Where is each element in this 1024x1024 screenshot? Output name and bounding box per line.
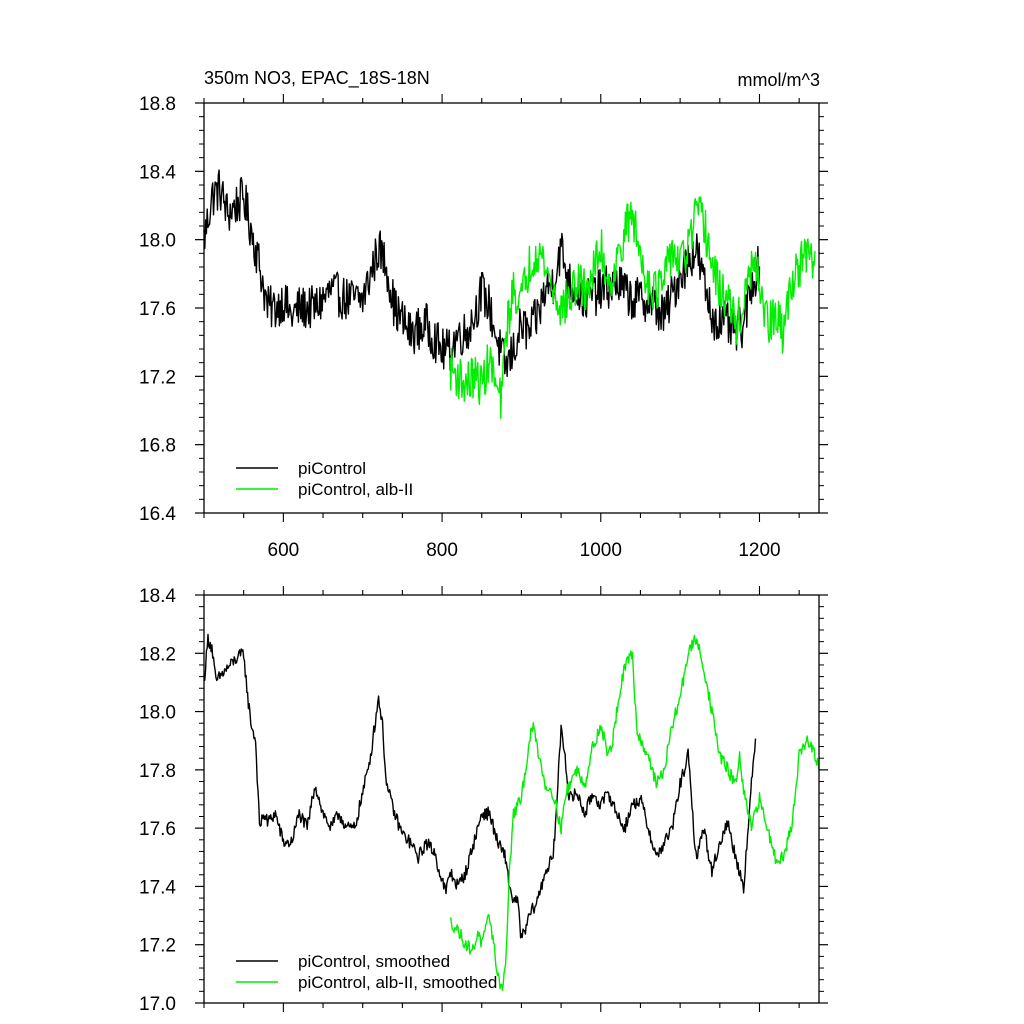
y-tick-label: 17.0 — [139, 994, 176, 1015]
y-tick-label: 16.8 — [139, 436, 176, 457]
y-tick-label: 18.0 — [139, 231, 176, 252]
legend-label-alb-ii: piControl, alb-II — [298, 480, 413, 499]
y-tick-label: 18.0 — [139, 703, 176, 724]
y-tick-label: 17.6 — [139, 299, 176, 320]
bottom-tick-layer: 17.0 17.2 17.4 17.6 17.8 18.0 18.2 18.4 — [139, 586, 828, 1015]
y-tick-label: 18.8 — [139, 94, 176, 115]
y-tick-label: 17.2 — [139, 936, 176, 957]
x-tick-label: 1000 — [580, 540, 622, 561]
top-series-layer — [203, 169, 816, 420]
top-legend: piControl piControl, alb-II — [236, 459, 413, 499]
units-label: mmol/m^3 — [738, 70, 820, 90]
x-tick-label: 1200 — [738, 540, 780, 561]
legend-label-alb-ii-smoothed: piControl, alb-II, smoothed — [298, 973, 497, 992]
bottom-panel: 17.0 17.2 17.4 17.6 17.8 18.0 18.2 18.4 piContr… — [139, 586, 828, 1015]
y-tick-label: 18.4 — [139, 586, 176, 607]
y-tick-label: 17.6 — [139, 819, 176, 840]
y-tick-label: 17.2 — [139, 367, 176, 388]
top-tick-layer: 16.4 16.8 17.2 17.6 18.0 18.4 18.8 600 800 1000 12… — [139, 94, 828, 561]
y-tick-label: 18.4 — [139, 162, 176, 183]
y-tick-label: 17.4 — [139, 877, 176, 898]
y-tick-label: 16.4 — [139, 504, 176, 525]
y-tick-label: 17.8 — [139, 761, 176, 782]
top-panel: 350m NO3, EPAC_18S-18N mmol/m^3 16.4 16.8… — [139, 68, 828, 561]
bottom-series-layer — [203, 633, 820, 991]
x-tick-label: 600 — [268, 540, 300, 561]
bottom-plot-frame — [203, 594, 820, 1004]
y-tick-label: 18.2 — [139, 644, 176, 665]
legend-label-picontrol: piControl — [298, 459, 366, 478]
chart-title: 350m NO3, EPAC_18S-18N — [204, 68, 430, 89]
series-line-picontrol-alb-ii-smoothed — [449, 634, 820, 991]
legend-label-picontrol-smoothed: piControl, smoothed — [298, 952, 450, 971]
series-line-picontrol-alb-ii — [449, 196, 816, 420]
x-tick-label: 800 — [426, 540, 458, 561]
series-line-picontrol-smoothed — [203, 633, 757, 939]
bottom-legend: piControl, smoothed piControl, alb-II, s… — [236, 952, 497, 992]
series-line-picontrol — [203, 169, 761, 377]
